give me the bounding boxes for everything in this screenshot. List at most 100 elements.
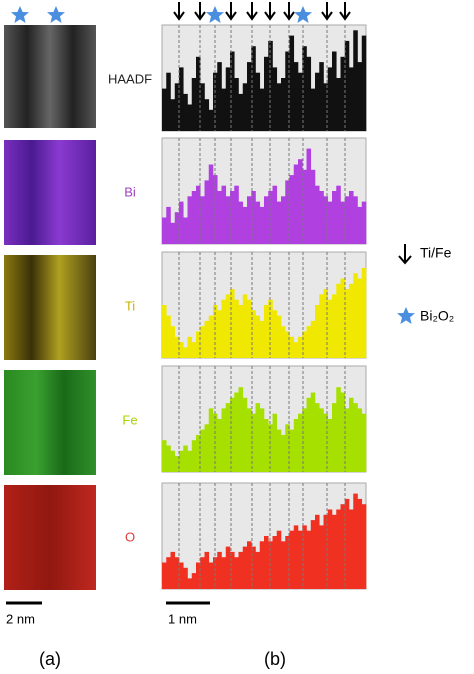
profile-bar <box>293 342 299 358</box>
profile-bar <box>268 424 273 472</box>
profile-bar <box>285 536 290 589</box>
profile-bar <box>166 72 171 131</box>
profile-bar <box>268 541 273 589</box>
profile-bar <box>208 109 214 131</box>
profile-bar <box>225 546 231 589</box>
profile-bar <box>242 206 248 244</box>
profile-bar <box>319 191 324 244</box>
profile-bar <box>196 331 201 358</box>
profile-bar <box>298 72 303 131</box>
profile-bar <box>162 562 167 589</box>
profile-bar <box>349 191 354 244</box>
profile-bar <box>340 504 346 589</box>
element-label: O <box>125 529 135 544</box>
profile-bar <box>323 514 329 589</box>
caption: (a) <box>39 649 61 669</box>
profile-bar <box>268 40 273 131</box>
profile-bar <box>230 551 235 589</box>
profile-bar <box>361 504 367 589</box>
profile-bar <box>208 164 214 244</box>
profile-bar <box>340 56 346 131</box>
profile-bar <box>306 148 312 244</box>
element-label: Bi <box>124 184 136 199</box>
profile-bar <box>340 201 346 244</box>
profile-bar <box>336 283 341 358</box>
profile-bar <box>268 299 273 358</box>
star-icon <box>206 6 224 23</box>
profile-bar <box>174 456 180 472</box>
bi-map <box>4 140 96 245</box>
profile-bar <box>276 429 282 472</box>
profile-bar <box>217 310 222 358</box>
profile-bar <box>162 440 167 472</box>
profile-bar <box>230 397 235 472</box>
profile-bar <box>285 180 290 244</box>
profile-bar <box>162 88 167 131</box>
profile-bar <box>361 413 367 472</box>
profile-bar <box>200 557 205 589</box>
profile-bar <box>204 551 210 589</box>
profile-bar <box>187 450 193 472</box>
profile-bar <box>349 397 354 472</box>
profile-bar <box>323 413 329 472</box>
profile-bar <box>272 536 278 589</box>
profile-bar <box>179 201 184 244</box>
profile-bar <box>170 99 176 131</box>
profile-bar <box>298 530 303 589</box>
profile-bar <box>357 278 363 358</box>
profile-bar <box>242 397 248 472</box>
profile-bar <box>264 536 269 589</box>
profile-bar <box>361 267 367 358</box>
fe-map <box>4 370 96 475</box>
profile-bar <box>344 196 350 244</box>
profile-bar <box>332 514 337 589</box>
profile-bar <box>361 201 367 244</box>
arrow-icon <box>264 2 276 21</box>
profile-bar <box>208 408 214 472</box>
profile-bar <box>170 222 176 244</box>
profile-bar <box>187 336 193 358</box>
profile-bar <box>225 403 231 472</box>
arrow-icon <box>194 2 206 21</box>
profile-bar <box>264 305 269 358</box>
profile-bar <box>191 78 197 131</box>
profile-bar <box>353 30 358 131</box>
profile-bar <box>323 196 329 244</box>
profile-bar <box>174 83 180 131</box>
profile-bar <box>332 403 337 472</box>
scale-label: 1 nm <box>168 611 197 626</box>
profile-bar <box>251 191 256 244</box>
profile-bar <box>238 305 244 358</box>
profile-bar <box>357 62 363 131</box>
profile-bar <box>349 283 354 358</box>
profile-bar <box>238 93 244 131</box>
profile-bar <box>306 397 312 472</box>
profile-bar <box>204 320 210 358</box>
profile-bar <box>251 413 256 472</box>
scale-label: 2 nm <box>6 611 35 626</box>
profile-bar <box>187 104 193 131</box>
profile-bar <box>344 498 350 589</box>
profile-bar <box>349 67 354 131</box>
profile-bar <box>327 509 333 589</box>
profile-bar <box>174 557 180 589</box>
profile-bar <box>353 273 358 358</box>
profile-bar <box>315 305 320 358</box>
profile-bar <box>340 392 346 472</box>
profile-bar <box>272 67 278 131</box>
arrow-icon <box>225 2 237 21</box>
profile-bar <box>285 51 290 131</box>
profile-bar <box>336 185 341 244</box>
profile-bar <box>230 191 235 244</box>
profile-bar <box>259 320 265 358</box>
profile-bar <box>336 387 341 472</box>
profile-bar <box>179 342 184 358</box>
profile-bar <box>183 217 188 244</box>
profile-bar <box>255 201 261 244</box>
profile-bar <box>285 424 290 472</box>
profile-bar <box>298 159 303 244</box>
profile-bar <box>332 294 337 358</box>
profile-bar <box>336 78 341 131</box>
profile-bar <box>200 83 205 131</box>
